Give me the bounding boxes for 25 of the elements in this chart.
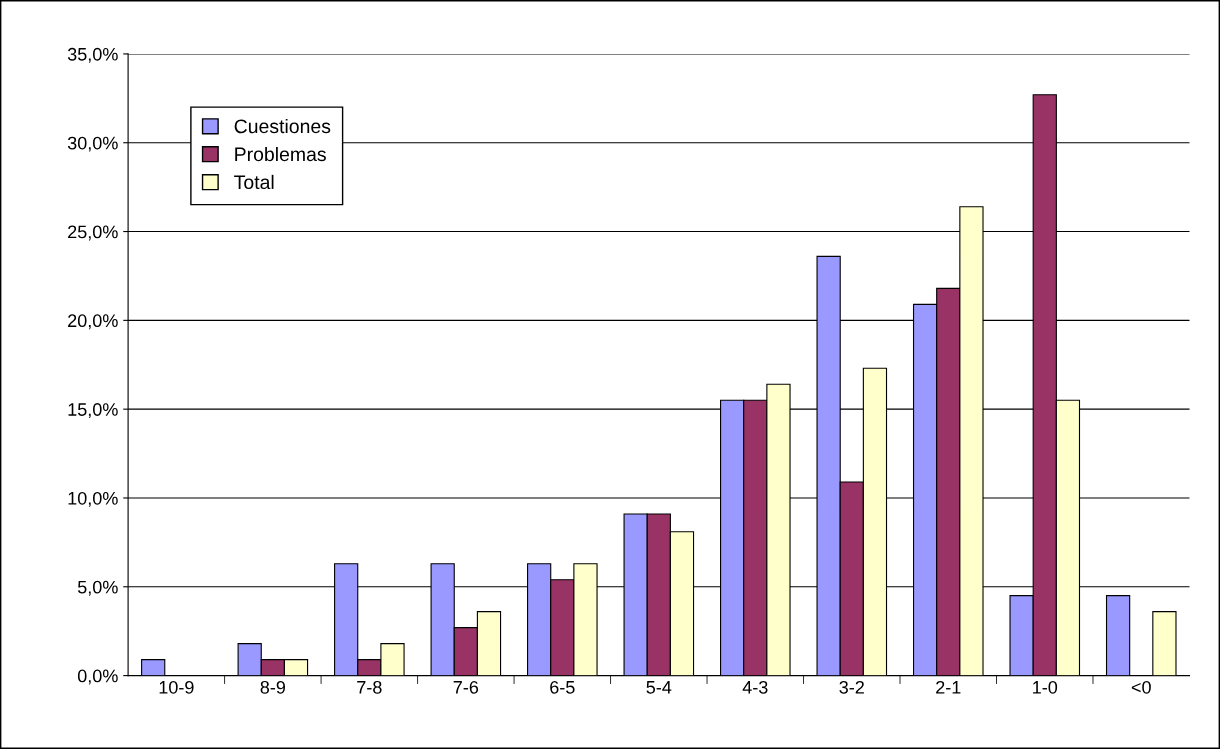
x-tick-label: <0 bbox=[1131, 680, 1151, 694]
x-tick-label: 8-9 bbox=[260, 680, 286, 694]
y-tick-label: 30,0% bbox=[67, 136, 118, 152]
x-tick-label: 4-3 bbox=[742, 680, 768, 694]
bar bbox=[141, 659, 166, 676]
legend-label: Problemas bbox=[235, 146, 326, 162]
x-tick-label: 7-6 bbox=[453, 680, 479, 694]
x-tick-label: 10-9 bbox=[159, 680, 194, 694]
x-tick-label: 3-2 bbox=[839, 680, 864, 694]
x-tick-label: 7-8 bbox=[357, 680, 382, 694]
x-tick-label: 2-1 bbox=[936, 680, 961, 694]
y-tick-label: 25,0% bbox=[68, 225, 118, 241]
x-tick-label: 5-4 bbox=[646, 681, 672, 694]
y-tick-label: 0,0% bbox=[77, 669, 118, 685]
bar bbox=[1105, 595, 1131, 676]
bar bbox=[1152, 611, 1177, 676]
y-tick-label: 15,0% bbox=[68, 403, 118, 419]
y-tick-label: 10,0% bbox=[68, 491, 118, 507]
x-tick-label: 1-0 bbox=[1033, 680, 1058, 694]
y-tick-label: 5,0% bbox=[77, 580, 118, 596]
x-tick-label: 6-5 bbox=[550, 680, 575, 694]
y-tick-label: 35,0% bbox=[67, 47, 118, 63]
legend-label: Cuestiones bbox=[234, 118, 331, 134]
y-tick-label: 20,0% bbox=[68, 314, 118, 330]
legend-label: Total bbox=[234, 174, 274, 190]
